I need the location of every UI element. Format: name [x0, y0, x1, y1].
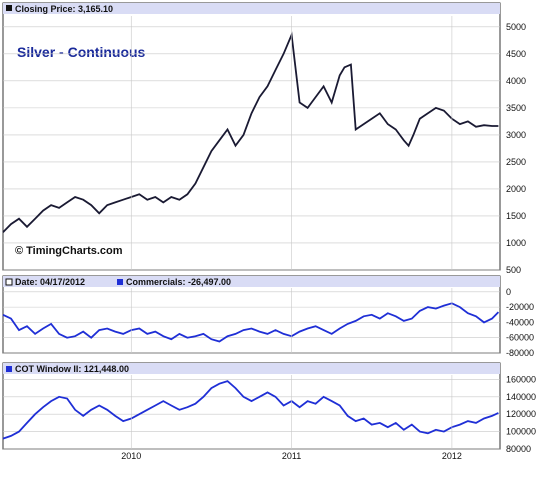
commercials-y-tick-label: -60000	[506, 333, 534, 343]
cot-series-line	[2, 380, 499, 440]
cot-y-tick-label: 120000	[506, 409, 536, 419]
price-header-band	[3, 3, 500, 14]
chart-title: Silver - Continuous	[17, 44, 146, 60]
commercials-gridlines	[3, 291, 500, 354]
commercials-y-tick-label: -20000	[506, 302, 534, 312]
price-y-tick-label: 500	[506, 265, 521, 275]
watermark: © TimingCharts.com	[15, 245, 123, 257]
commercials-header-band	[3, 276, 500, 287]
cot-y-tick-label: 100000	[506, 427, 536, 437]
cot-legend-swatch	[6, 366, 12, 372]
cot-header-label: COT Window II: 121,448.00	[15, 364, 129, 374]
x-tick-label: 2011	[282, 451, 301, 461]
price-y-tick-label: 2000	[506, 184, 526, 194]
price-panel-frame	[2, 2, 501, 271]
price-panel: Closing Price: 3,165.10 Silver - Continu…	[2, 2, 526, 275]
commercials-y-tick-label: -40000	[506, 317, 534, 327]
commercials-panel-frame	[2, 275, 501, 354]
price-header-label: Closing Price: 3,165.10	[15, 4, 113, 14]
x-tick-label: 2010	[121, 451, 141, 461]
price-y-tick-label: 4500	[506, 49, 526, 59]
commercials-series-line	[2, 302, 500, 343]
commercials-y-tick-labels: 0 -20000 -40000 -60000 -80000	[506, 287, 534, 358]
price-gridlines	[3, 26, 500, 271]
x-tick-label: 2012	[442, 451, 462, 461]
date-label: Date: 04/17/2012	[15, 277, 85, 287]
commercials-y-tick-label: -80000	[506, 348, 534, 358]
cot-y-tick-label: 80000	[506, 444, 531, 454]
price-series-line	[2, 31, 499, 233]
price-y-tick-label: 4000	[506, 76, 526, 86]
cot-header-band	[3, 363, 500, 374]
price-y-tick-label: 3500	[506, 103, 526, 113]
cot-y-tick-label: 140000	[506, 392, 536, 402]
price-y-tick-label: 1000	[506, 238, 526, 248]
price-y-tick-label: 3000	[506, 130, 526, 140]
cot-y-tick-label: 160000	[506, 374, 536, 384]
cot-y-tick-labels: 160000 140000 120000 100000 80000	[506, 374, 536, 454]
x-tick-labels: 2010 2011 2012	[121, 451, 462, 461]
price-legend-swatch	[6, 5, 12, 11]
commercials-y-tick-label: 0	[506, 287, 511, 297]
date-legend-swatch	[5, 278, 13, 286]
x-gridlines	[130, 16, 453, 449]
price-y-tick-label: 1500	[506, 211, 526, 221]
price-y-tick-label: 5000	[506, 22, 526, 32]
commercials-label: Commercials: -26,497.00	[126, 277, 231, 287]
commercials-legend-swatch	[117, 279, 123, 285]
price-y-tick-label: 2500	[506, 157, 526, 167]
cot-panel-frame	[2, 362, 501, 450]
commercials-panel: Date: 04/17/2012 Commercials: -26,497.00…	[2, 275, 534, 358]
cot-panel: COT Window II: 121,448.00 160000 140000 12…	[2, 362, 536, 454]
price-y-tick-labels: 5000 4500 4000 3500 3000 2500 2000 1500 1000 500	[506, 22, 526, 275]
